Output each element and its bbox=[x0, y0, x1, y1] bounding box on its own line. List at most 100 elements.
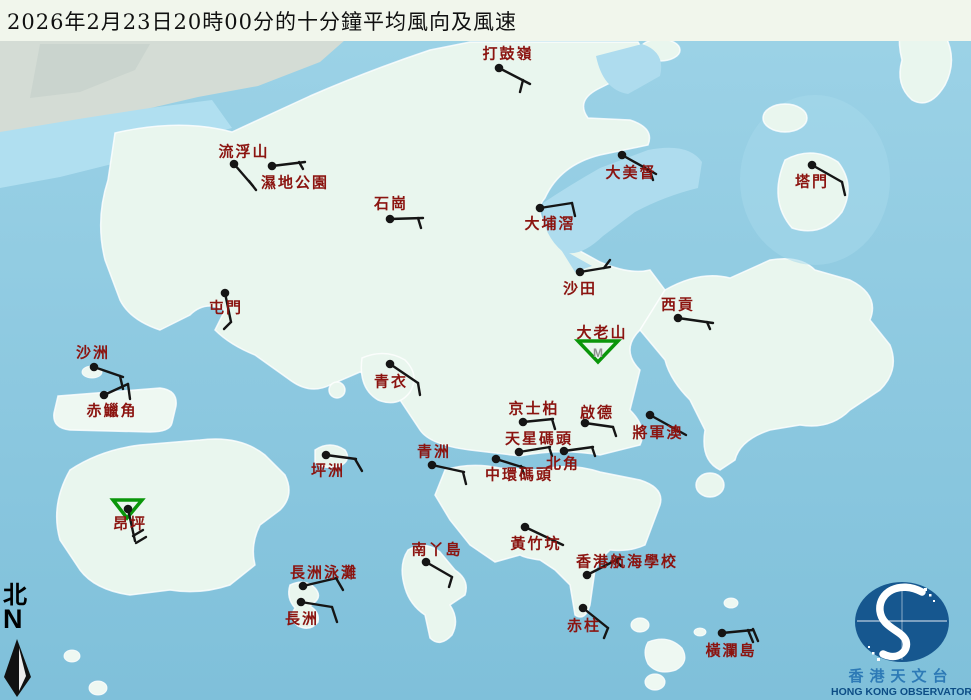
landmass-tap-mun bbox=[777, 152, 849, 232]
wind-barb bbox=[810, 163, 844, 184]
station-label-24: 南丫島 bbox=[411, 540, 463, 559]
station-label-2: 濕地公園 bbox=[260, 173, 330, 192]
station-dot bbox=[427, 460, 437, 470]
station-dot bbox=[514, 447, 524, 457]
landmass-po-toi1 bbox=[630, 617, 650, 633]
landmass-airport bbox=[53, 387, 177, 433]
landmass-sw-islet2 bbox=[88, 680, 108, 696]
missing-data-triangle-icon bbox=[109, 498, 146, 521]
station-label-20: 青洲 bbox=[416, 442, 452, 461]
station-dot bbox=[717, 628, 727, 638]
station-dot bbox=[491, 454, 501, 464]
missing-data-triangle-icon bbox=[573, 339, 623, 365]
wind-barb bbox=[497, 66, 532, 86]
station-label-12: 赤鱲角 bbox=[86, 401, 138, 420]
station-label-26: 長洲泳灘 bbox=[289, 563, 359, 582]
wind-barb bbox=[648, 169, 655, 182]
station-label-25: 香港航海學校 bbox=[575, 552, 679, 571]
station-label-6: 大埔滘 bbox=[524, 214, 576, 233]
landmass-ma-wan bbox=[328, 381, 346, 399]
landmass-tung-lung bbox=[695, 472, 725, 498]
north-arrow-highlight bbox=[19, 648, 26, 691]
wind-barb bbox=[126, 382, 132, 401]
station-dot bbox=[267, 161, 277, 171]
urban-area-patch bbox=[30, 44, 150, 98]
north-arrow-icon bbox=[4, 639, 31, 697]
wind-barb bbox=[517, 445, 552, 454]
station-dot bbox=[582, 570, 592, 580]
station-label-27: 長洲 bbox=[284, 609, 320, 628]
landmass-waglan-islet2 bbox=[723, 597, 739, 609]
wind-barb bbox=[602, 626, 610, 640]
station-label-22: 昂坪 bbox=[112, 514, 148, 533]
wind-barb bbox=[705, 320, 712, 331]
station-label-0: 打鼓嶺 bbox=[482, 44, 534, 63]
wind-barb bbox=[751, 627, 760, 643]
station-label-5: 塔門 bbox=[794, 172, 830, 191]
station-dot bbox=[220, 288, 230, 298]
wind-barb bbox=[223, 291, 233, 324]
title-strip bbox=[0, 0, 971, 41]
station-dot bbox=[575, 267, 585, 277]
landmass-tsing-yi bbox=[360, 352, 415, 404]
wind-barb bbox=[134, 535, 148, 545]
starling-inlet-water bbox=[596, 44, 662, 94]
wind-barb bbox=[602, 258, 612, 270]
wind-barb bbox=[648, 413, 688, 437]
station-dot bbox=[89, 362, 99, 372]
station-label-19: 中環碼頭 bbox=[484, 465, 554, 484]
station-label-1: 流浮山 bbox=[218, 142, 270, 161]
wind-barb bbox=[581, 606, 610, 630]
wind-barb bbox=[570, 201, 577, 218]
wind-barb bbox=[611, 425, 618, 438]
landmass-lantau bbox=[55, 438, 290, 596]
station-label-3: 石崗 bbox=[373, 194, 409, 213]
station-dot bbox=[321, 450, 331, 460]
wind-barb bbox=[547, 445, 554, 458]
station-dot bbox=[385, 359, 395, 369]
station-dot bbox=[535, 203, 545, 213]
wind-barb bbox=[324, 453, 358, 461]
station-dot bbox=[673, 313, 683, 323]
station-dot bbox=[123, 504, 133, 514]
landmass-lamma bbox=[401, 544, 467, 644]
landmass-sai-kung bbox=[639, 258, 895, 471]
station-label-18: 北角 bbox=[545, 454, 581, 473]
wind-barb bbox=[102, 382, 130, 397]
wind-barb bbox=[424, 560, 454, 579]
station-label-21: 坪洲 bbox=[310, 461, 346, 480]
wind-barb bbox=[550, 417, 557, 431]
wind-barb bbox=[583, 421, 615, 429]
wind-barb bbox=[590, 445, 597, 458]
wind-barb bbox=[334, 576, 345, 592]
wind-barb bbox=[518, 78, 525, 94]
landmass-hk-island bbox=[434, 464, 662, 618]
wind-barb bbox=[131, 528, 145, 538]
wind-barb bbox=[92, 365, 125, 379]
station-label-15: 啟德 bbox=[579, 403, 615, 422]
tolo-harbour-water bbox=[542, 147, 702, 254]
station-label-29: 橫瀾島 bbox=[705, 641, 757, 660]
wind-barb bbox=[430, 463, 466, 474]
wind-barb bbox=[562, 445, 595, 453]
wind-barb bbox=[222, 320, 233, 331]
wind-barb bbox=[299, 600, 334, 609]
station-label-11: 沙洲 bbox=[75, 343, 111, 362]
north-chinese-label: 北 bbox=[3, 580, 27, 609]
station-label-16: 將軍澳 bbox=[632, 423, 684, 442]
station-dot bbox=[580, 418, 590, 428]
station-dot bbox=[645, 410, 655, 420]
wind-barb bbox=[519, 464, 526, 476]
wind-barb bbox=[416, 381, 422, 397]
landmass-po-toi2 bbox=[644, 638, 686, 673]
wind-barb bbox=[416, 216, 423, 230]
hko-logo-icon bbox=[855, 582, 949, 662]
station-label-10: 大老山 bbox=[576, 323, 628, 342]
station-dot bbox=[99, 390, 109, 400]
north-letter-label: N bbox=[3, 604, 23, 634]
wind-barb bbox=[840, 180, 847, 197]
wind-barb bbox=[297, 160, 305, 171]
station-dot bbox=[494, 63, 504, 73]
